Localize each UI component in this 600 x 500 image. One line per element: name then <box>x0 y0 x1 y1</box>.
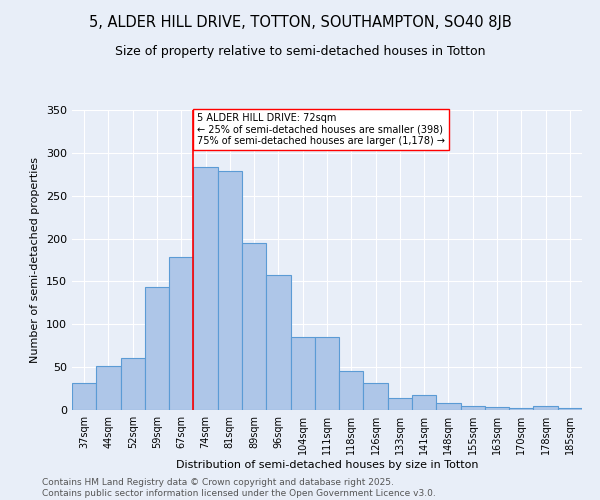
Bar <box>509 408 533 410</box>
Bar <box>72 382 96 410</box>
Bar <box>290 337 315 410</box>
Bar <box>121 358 145 410</box>
Bar <box>315 337 339 410</box>
Bar <box>461 406 485 410</box>
Bar <box>364 384 388 410</box>
Text: Contains HM Land Registry data © Crown copyright and database right 2025.
Contai: Contains HM Land Registry data © Crown c… <box>42 478 436 498</box>
Bar <box>145 286 169 410</box>
Bar <box>218 171 242 410</box>
Bar <box>558 408 582 410</box>
X-axis label: Distribution of semi-detached houses by size in Totton: Distribution of semi-detached houses by … <box>176 460 478 470</box>
Text: 5 ALDER HILL DRIVE: 72sqm
← 25% of semi-detached houses are smaller (398)
75% of: 5 ALDER HILL DRIVE: 72sqm ← 25% of semi-… <box>197 112 445 146</box>
Bar <box>436 403 461 410</box>
Bar <box>169 256 193 410</box>
Text: 5, ALDER HILL DRIVE, TOTTON, SOUTHAMPTON, SO40 8JB: 5, ALDER HILL DRIVE, TOTTON, SOUTHAMPTON… <box>89 15 511 30</box>
Bar <box>339 370 364 410</box>
Bar <box>193 168 218 410</box>
Bar <box>412 396 436 410</box>
Bar <box>533 406 558 410</box>
Bar <box>485 406 509 410</box>
Y-axis label: Number of semi-detached properties: Number of semi-detached properties <box>31 157 40 363</box>
Bar <box>266 276 290 410</box>
Text: Size of property relative to semi-detached houses in Totton: Size of property relative to semi-detach… <box>115 45 485 58</box>
Bar <box>242 243 266 410</box>
Bar <box>388 398 412 410</box>
Bar <box>96 366 121 410</box>
